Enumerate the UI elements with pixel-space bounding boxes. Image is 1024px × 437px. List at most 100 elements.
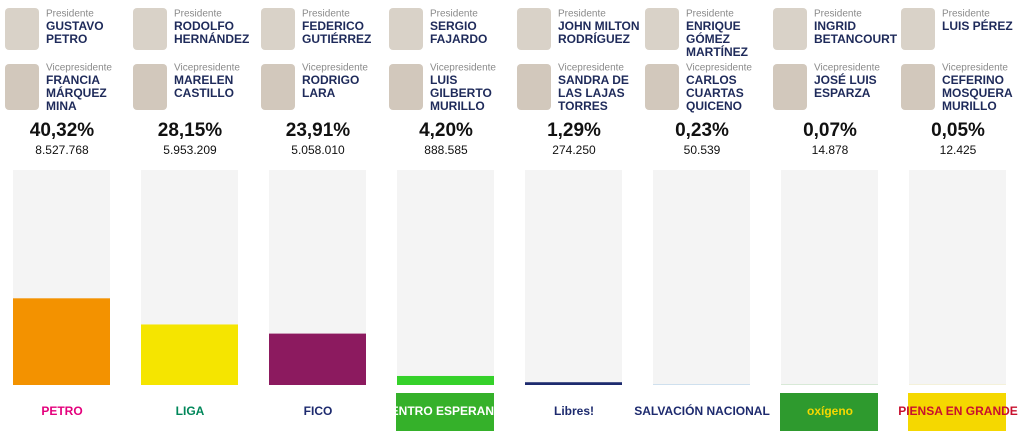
party-logo (140, 393, 238, 431)
votes: 8.527.768 (35, 143, 89, 157)
photo (901, 64, 935, 110)
vice-name: LARA (302, 86, 336, 100)
votes: 888.585 (424, 143, 468, 157)
vice-name: MOSQUERA (942, 86, 1013, 100)
role-label: Vicepresidente (942, 63, 1008, 74)
vice-name: QUICENO (686, 99, 742, 113)
president-name: LUIS PÉREZ (942, 18, 1013, 33)
photo (261, 8, 295, 50)
party-name: PIENSA EN GRANDE (898, 404, 1018, 418)
vice-name: SANDRA DE (558, 73, 629, 87)
party-name: PETRO (41, 404, 82, 418)
vice-name: MURILLO (430, 99, 485, 113)
party-name: Libres! (554, 404, 594, 418)
role-label: Vicepresidente (558, 63, 624, 74)
role-label: Presidente (558, 9, 606, 20)
votes: 50.539 (684, 143, 721, 157)
vice-name: CASTILLO (174, 86, 234, 100)
percent: 23,91% (286, 120, 351, 141)
vice-name: MARELEN (174, 73, 233, 87)
vice-name: ESPARZA (814, 86, 871, 100)
vice-name: CUARTAS (686, 86, 744, 100)
photo (133, 64, 167, 110)
vice-name: JOSÉ LUIS (814, 72, 877, 87)
party-logo (396, 393, 494, 431)
president-name: INGRID (814, 19, 856, 33)
president-name: RODRÍGUEZ (558, 31, 630, 46)
photo (261, 64, 295, 110)
bar-track (653, 170, 750, 385)
president-name: GUTIÉRREZ (302, 31, 371, 46)
party-logo (524, 393, 622, 431)
percent: 1,29% (547, 120, 601, 141)
votes: 14.878 (812, 143, 849, 157)
role-label: Presidente (942, 9, 990, 20)
votes: 12.425 (940, 143, 977, 157)
bar (13, 298, 110, 385)
percent: 4,20% (419, 120, 473, 141)
president-name: MARTÍNEZ (686, 44, 748, 59)
bar-track (909, 170, 1006, 385)
vice-name: MÁRQUEZ (46, 85, 107, 100)
party-logo (780, 393, 878, 431)
role-label: Vicepresidente (302, 63, 368, 74)
photo (773, 8, 807, 50)
percent: 40,32% (30, 120, 95, 141)
photo (133, 8, 167, 50)
photo (773, 64, 807, 110)
role-label: Vicepresidente (174, 63, 240, 74)
role-label: Presidente (174, 9, 222, 20)
president-name: BETANCOURT (814, 32, 898, 46)
role-label: Presidente (302, 9, 350, 20)
percent: 28,15% (158, 120, 223, 141)
percent: 0,23% (675, 120, 729, 141)
vice-name: LAS LAJAS (558, 86, 625, 100)
photo (645, 64, 679, 110)
photo (389, 8, 423, 50)
party-name: CENTRO ESPERANZA (382, 404, 510, 418)
role-label: Presidente (686, 9, 734, 20)
photo (389, 64, 423, 110)
bar (525, 382, 622, 385)
role-label: Vicepresidente (814, 63, 880, 74)
vice-name: RODRIGO (302, 73, 359, 87)
vice-name: GILBERTO (430, 86, 492, 100)
president-name: SERGIO (430, 19, 477, 33)
president-name: ENRIQUE (686, 19, 741, 33)
bar-track (397, 170, 494, 385)
photo (517, 64, 551, 110)
party-logo (652, 393, 750, 431)
bar (397, 375, 494, 385)
role-label: Vicepresidente (686, 63, 752, 74)
votes: 5.058.010 (291, 143, 345, 157)
party-name: LIGA (176, 404, 205, 418)
vice-name: MINA (46, 99, 77, 113)
vice-name: CARLOS (686, 73, 737, 87)
president-name: PETRO (46, 32, 87, 46)
president-name: FEDERICO (302, 19, 364, 33)
vice-name: MURILLO (942, 99, 997, 113)
president-name: GUSTAVO (46, 19, 104, 33)
role-label: Presidente (814, 9, 862, 20)
role-label: Vicepresidente (46, 63, 112, 74)
vice-name: TORRES (558, 99, 608, 113)
photo (517, 8, 551, 50)
bar (141, 324, 238, 385)
percent: 0,05% (931, 120, 985, 141)
votes: 5.953.209 (163, 143, 217, 157)
president-name: RODOLFO (174, 19, 234, 33)
party-name: oxígeno (807, 404, 853, 418)
president-name: FAJARDO (430, 32, 487, 46)
votes: 274.250 (552, 143, 596, 157)
party-logo (12, 393, 110, 431)
vice-name: CEFERINO (942, 73, 1004, 87)
president-name: GÓMEZ (686, 31, 730, 46)
vice-name: FRANCIA (46, 73, 100, 87)
role-label: Presidente (46, 9, 94, 20)
bar-track (525, 170, 622, 385)
photo (901, 8, 935, 50)
president-name: HERNÁNDEZ (174, 31, 249, 46)
bar (269, 333, 366, 385)
party-name: FICO (304, 404, 333, 418)
